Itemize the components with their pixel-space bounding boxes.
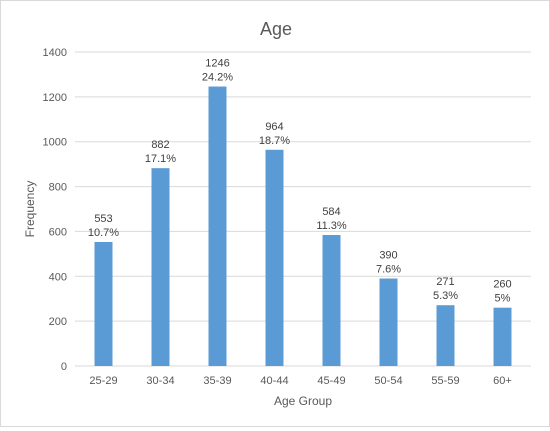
data-label-value: 553	[94, 213, 112, 225]
data-label-value: 390	[379, 250, 397, 262]
bar	[265, 149, 284, 366]
y-tick-label: 1000	[43, 137, 67, 149]
data-label-percent: 7.6%	[376, 264, 401, 276]
x-tick-label: 60+	[493, 375, 512, 387]
data-label-value: 882	[151, 139, 169, 151]
y-tick-label: 400	[49, 271, 67, 283]
bar	[379, 278, 398, 366]
x-tick-label: 55-59	[431, 375, 459, 387]
x-tick-label: 45-49	[317, 375, 345, 387]
y-tick-label: 1400	[43, 47, 67, 59]
chart-title: Age	[260, 19, 292, 39]
data-label-value: 260	[493, 279, 511, 291]
bar	[322, 235, 341, 366]
y-tick-label: 600	[49, 226, 67, 238]
y-tick-label: 0	[61, 361, 67, 373]
data-label-percent: 5.3%	[433, 290, 458, 302]
data-label-percent: 24.2%	[202, 72, 233, 84]
y-axis-ticks: 0 200 400 600 800 1000 1200 1400	[43, 47, 67, 373]
x-tick-label: 30-34	[146, 375, 174, 387]
data-labels: 553 10.7% 882 17.1% 1246 24.2% 964 18.7% 584 11.3…	[88, 58, 512, 305]
data-label-value: 1246	[205, 58, 229, 70]
data-label-percent: 18.7%	[259, 135, 290, 147]
x-tick-label: 50-54	[374, 375, 402, 387]
data-label-percent: 11.3%	[316, 220, 347, 232]
x-tick-label: 40-44	[260, 375, 288, 387]
y-axis-title: Frequency	[23, 181, 37, 238]
data-label-percent: 10.7%	[88, 227, 119, 239]
x-axis-title: Age Group	[274, 394, 332, 408]
bars	[94, 86, 512, 366]
bar	[94, 241, 113, 366]
bar	[493, 307, 512, 366]
y-tick-label: 200	[49, 316, 67, 328]
data-label-value: 964	[265, 121, 283, 133]
y-tick-label: 1200	[43, 92, 67, 104]
data-label-value: 271	[436, 276, 454, 288]
x-axis-ticks: 25-29 30-34 35-39 40-44 45-49 50-54 55-59 60+	[89, 375, 511, 387]
gridlines	[75, 51, 531, 367]
bar	[436, 305, 455, 366]
x-tick-label: 35-39	[203, 375, 231, 387]
y-tick-label: 800	[49, 182, 67, 194]
bar	[151, 168, 170, 366]
x-tick-label: 25-29	[89, 375, 117, 387]
data-label-value: 584	[322, 206, 340, 218]
bar	[208, 86, 227, 366]
data-label-percent: 5%	[495, 293, 511, 305]
data-label-percent: 17.1%	[145, 153, 176, 165]
